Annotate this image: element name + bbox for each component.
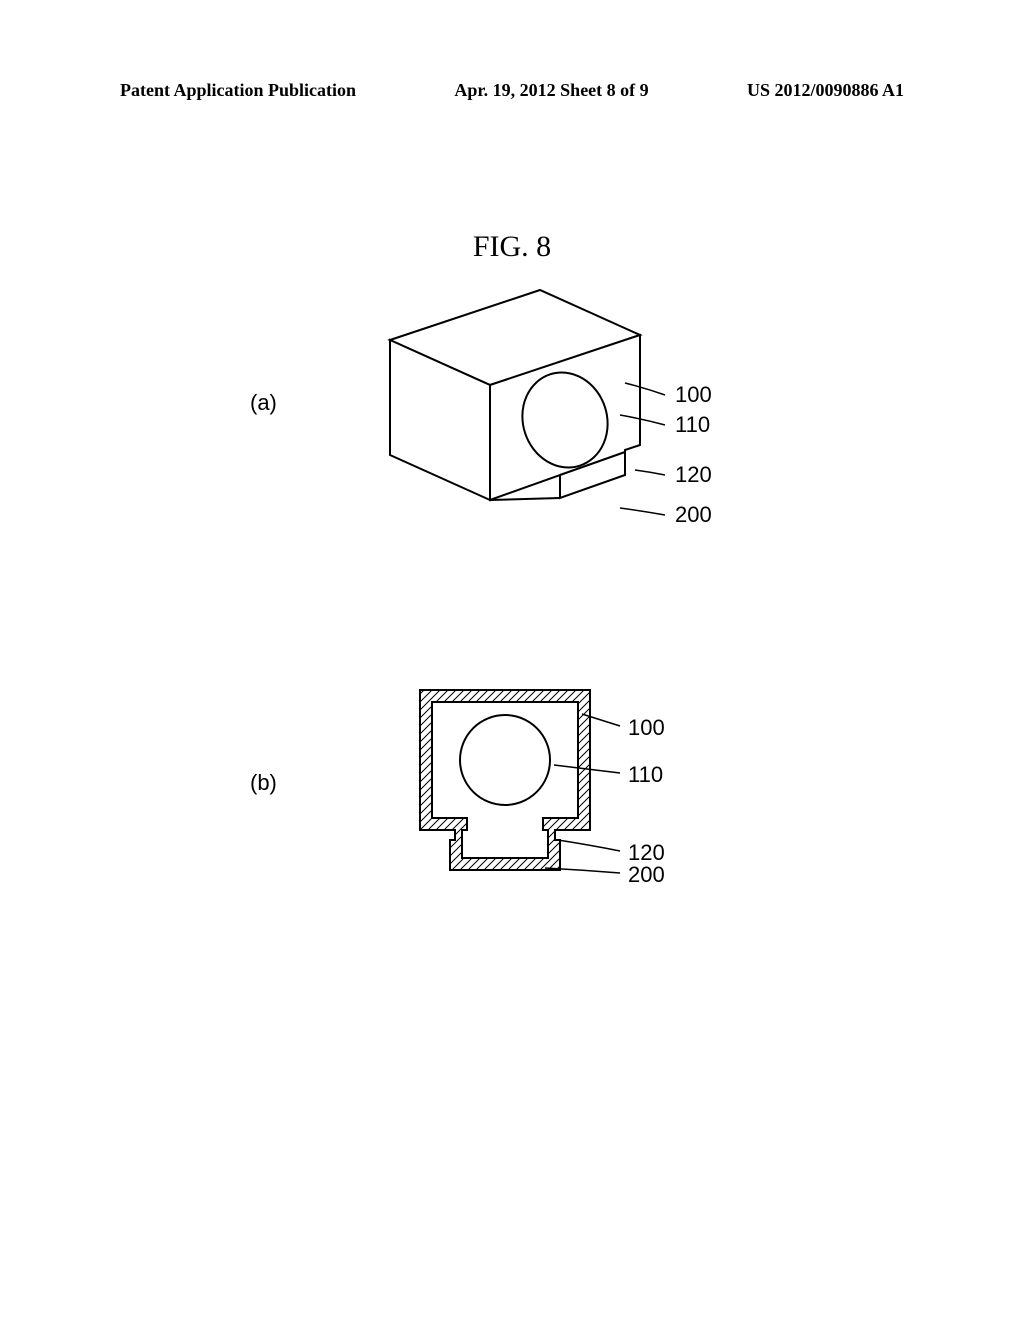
ref-a-100: 100 <box>675 382 712 408</box>
ref-a-200: 200 <box>675 502 712 528</box>
header-left: Patent Application Publication <box>120 80 356 101</box>
header-right: US 2012/0090886 A1 <box>747 80 904 101</box>
subfig-a-label: (a) <box>250 390 277 416</box>
subfig-b-label: (b) <box>250 770 277 796</box>
figure-title: FIG. 8 <box>0 230 1024 264</box>
ref-b-200: 200 <box>628 862 665 888</box>
header-center: Apr. 19, 2012 Sheet 8 of 9 <box>454 80 648 101</box>
ref-a-110: 110 <box>675 412 710 438</box>
ref-b-110: 110 <box>628 762 663 788</box>
leaders-a <box>0 0 1024 1320</box>
diagram-b-cross-section <box>410 680 630 900</box>
diagram-a-isometric <box>370 280 670 540</box>
ref-a-120: 120 <box>675 462 712 488</box>
ref-b-100: 100 <box>628 715 665 741</box>
leaders-b <box>0 0 1024 1320</box>
page-header: Patent Application Publication Apr. 19, … <box>0 80 1024 101</box>
